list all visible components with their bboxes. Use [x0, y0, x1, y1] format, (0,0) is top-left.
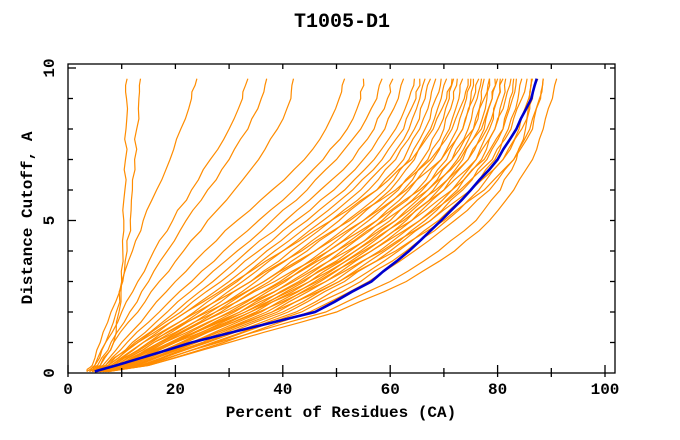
prediction-curve — [94, 78, 499, 373]
prediction-curve — [94, 78, 491, 373]
prediction-curve — [89, 78, 129, 372]
x-tick-label: 100 — [591, 381, 620, 399]
x-tick-label: 0 — [63, 381, 73, 399]
prediction-curve — [102, 78, 497, 373]
chart-title: T1005-D1 — [294, 11, 390, 34]
highlighted-model-curve — [94, 78, 539, 373]
prediction-curves — [86, 78, 558, 373]
prediction-curve — [97, 78, 504, 373]
prediction-curve — [92, 78, 480, 373]
prediction-curve — [97, 78, 517, 373]
prediction-curve — [92, 78, 469, 373]
prediction-curve — [89, 78, 268, 373]
prediction-curve — [97, 78, 426, 373]
prediction-curve — [105, 78, 515, 373]
prediction-curve — [108, 78, 558, 373]
prediction-curve — [102, 78, 501, 373]
axis-ticks — [67, 64, 615, 377]
x-tick-label: 60 — [381, 381, 400, 399]
prediction-curve — [108, 78, 534, 373]
prediction-curve — [91, 78, 453, 373]
prediction-curve — [91, 78, 346, 372]
y-tick-label: 0 — [41, 368, 59, 378]
prediction-curve — [86, 78, 198, 372]
prediction-curve — [100, 78, 528, 373]
y-tick-label: 5 — [41, 216, 59, 226]
highlighted-model-path — [94, 78, 539, 373]
prediction-curve — [94, 78, 365, 372]
prediction-curve — [105, 78, 507, 373]
x-tick-label: 40 — [273, 381, 292, 399]
prediction-curve — [91, 78, 295, 373]
prediction-curve — [94, 78, 432, 373]
prediction-curve — [108, 78, 544, 373]
x-axis-label: Percent of Residues (CA) — [226, 404, 456, 422]
prediction-curve — [89, 78, 249, 372]
prediction-curve — [94, 78, 383, 373]
prediction-curve — [94, 78, 442, 373]
y-tick-labels: 0 5 10 — [41, 58, 59, 377]
x-tick-label: 80 — [488, 381, 507, 399]
x-tick-labels: 0 20 40 60 80 100 — [63, 381, 619, 399]
prediction-curve — [105, 78, 532, 373]
y-tick-label: 10 — [41, 58, 59, 77]
prediction-curve — [97, 78, 472, 373]
prediction-curve — [100, 78, 539, 373]
x-tick-label: 20 — [166, 381, 185, 399]
prediction-curve — [89, 78, 394, 373]
y-axis-label: Distance Cutoff, A — [19, 131, 37, 304]
plot-frame — [67, 63, 616, 374]
prediction-curve — [86, 78, 142, 373]
prediction-curve — [97, 78, 512, 373]
